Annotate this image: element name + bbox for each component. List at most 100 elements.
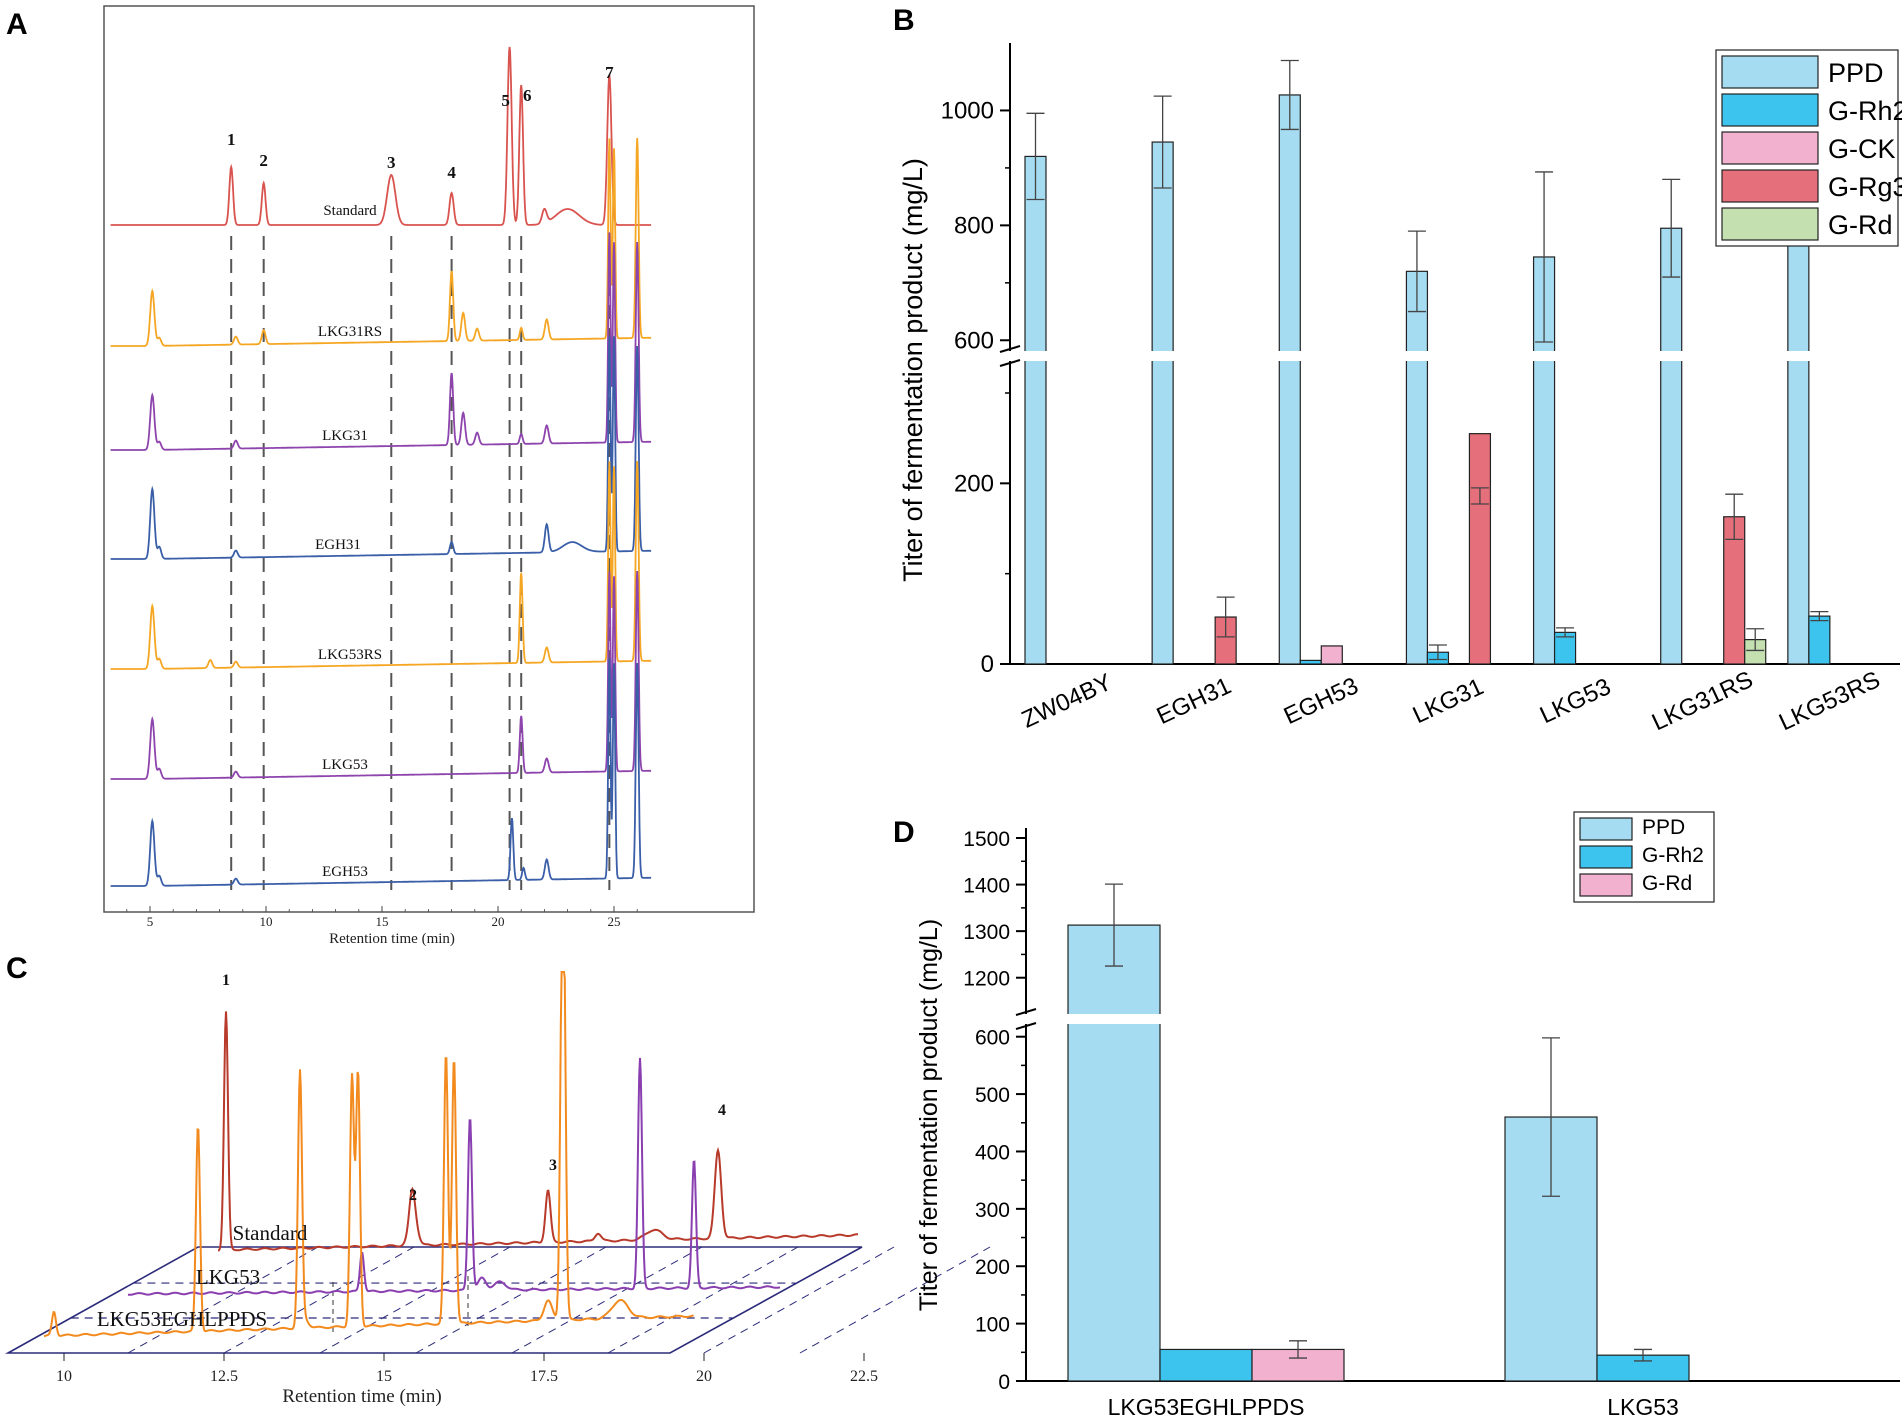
panel-c-floor-plane xyxy=(4,1246,863,1354)
panel-a-trace-egh53 xyxy=(110,658,652,887)
panel-letter-a: A xyxy=(6,8,28,41)
d-plot-legend-swatch-ppd xyxy=(1579,817,1633,841)
b-plot-ytick-label-1000: 1000 xyxy=(941,97,994,124)
b-plot-ytick-label-800: 800 xyxy=(954,212,994,239)
panel-c-peak-label-3: 3 xyxy=(549,1157,557,1174)
d-plot-ytick-label-1400: 1400 xyxy=(963,875,1010,898)
panel-c-trace-label-lkg53: LKG53 xyxy=(196,1265,260,1289)
panel-c-floor-depth-line xyxy=(799,1246,991,1354)
panel-a-trace-label-lkg31: LKG31 xyxy=(322,428,368,444)
b-plot-legend-swatch-ppd xyxy=(1721,55,1819,89)
b-plot-bar-g-ck-egh53 xyxy=(1320,645,1343,665)
panel-c-trace-label-lkg53eghlppds: LKG53EGHLPPDS xyxy=(97,1307,267,1331)
d-plot-ytick-label-0: 0 xyxy=(998,1371,1010,1394)
panel-a-peak-label-3: 3 xyxy=(387,153,396,172)
panel-c-3d-chromatograms: 10 12.5 15 17.5 20 22.5 Standard LKG53 LKG53EGH… xyxy=(4,971,991,1407)
panel-a-peak-label-6: 6 xyxy=(523,86,532,105)
panel-a-trace-label-standard: Standard xyxy=(323,203,377,219)
d-plot-ytick-label-400: 400 xyxy=(975,1141,1010,1164)
d-plot-legend-label-ppd: PPD xyxy=(1642,816,1685,839)
panel-c-xtick-label-22.5: 22.5 xyxy=(850,1368,878,1385)
b-plot-bar-ppd-egh53 xyxy=(1278,94,1301,665)
d-plot-legend-swatch-g-rd xyxy=(1579,873,1633,897)
b-plot-category-label-lkg31: LKG31 xyxy=(1409,673,1488,729)
panel-a-peak-label-1: 1 xyxy=(227,130,236,149)
b-plot-ytick-label-600: 600 xyxy=(954,327,994,354)
panel-a-peak-label-4: 4 xyxy=(447,163,456,182)
panel-c-xtick-label-12.5: 12.5 xyxy=(210,1368,238,1385)
d-plot-legend-label-g-rd: G-Rd xyxy=(1642,872,1692,895)
panel-a-xtick-label-15: 15 xyxy=(376,914,389,929)
panel-c-xtick-label-15: 15 xyxy=(376,1368,392,1385)
b-plot-bar-g-rh2-egh53 xyxy=(1299,659,1322,665)
d-plot-bar-ppd-lkg53eghlppds xyxy=(1067,924,1161,1382)
b-plot-legend-label-g-rh2: G-Rh2 xyxy=(1828,96,1902,126)
b-plot-bar-ppd-zw04by xyxy=(1024,155,1047,665)
panel-c-xlabel: Retention time (min) xyxy=(282,1386,441,1407)
d-plot-ytick-label-100: 100 xyxy=(975,1314,1010,1337)
panel-c-floor-depth-line xyxy=(511,1246,703,1354)
panel-c-peak-label-1: 1 xyxy=(222,972,230,989)
panel-c-trace-lkg53eghlppds xyxy=(43,971,694,1338)
d-plot-axis-break-mark-top xyxy=(1015,1008,1037,1016)
d-plot-category-label-lkg53eghlppds: LKG53EGHLPPDS xyxy=(1108,1394,1305,1420)
d-plot-ytick-label-600: 600 xyxy=(975,1027,1010,1050)
panel-letter-c: C xyxy=(6,952,28,985)
d-plot-axis-break-mark-bottom xyxy=(1015,1022,1037,1030)
panel-a-frame xyxy=(103,5,755,913)
panel-a-trace-lkg31 xyxy=(110,232,652,451)
panel-b-ylabel: Titer of fermentation product (mg/L) xyxy=(898,158,928,582)
panel-a-trace-label-lkg53rs: LKG53RS xyxy=(318,647,382,663)
panel-c-xtick-label-17.5: 17.5 xyxy=(530,1368,558,1385)
panel-a-xtick-label-10: 10 xyxy=(260,914,273,929)
b-plot-category-label-lkg53rs: LKG53RS xyxy=(1775,666,1884,736)
b-plot-bar-ppd-egh31 xyxy=(1151,141,1174,665)
panel-a-xlabel: Retention time (min) xyxy=(329,931,455,947)
b-plot-category-label-egh53: EGH53 xyxy=(1280,672,1363,730)
d-plot-category-label-lkg53: LKG53 xyxy=(1607,1394,1679,1420)
b-plot-category-label-egh31: EGH31 xyxy=(1153,672,1236,730)
b-plot-legend-swatch-g-rd xyxy=(1721,207,1819,241)
b-plot-bar-g-rh2-lkg53rs xyxy=(1808,615,1831,665)
d-plot-ytick-label-1300: 1300 xyxy=(963,921,1010,944)
d-plot-axis-break-gap xyxy=(1012,1014,1900,1024)
panel-a-peak-label-5: 5 xyxy=(501,91,510,110)
panel-a-peak-label-2: 2 xyxy=(259,151,268,170)
panel-a-trace-lkg53 xyxy=(110,570,652,780)
b-plot-bar-ppd-lkg31 xyxy=(1405,270,1429,665)
d-plot-ytick-label-500: 500 xyxy=(975,1084,1010,1107)
b-plot-legend-swatch-g-ck xyxy=(1721,131,1819,165)
panel-c-xtick-label-10: 10 xyxy=(56,1368,72,1385)
panel-c-trace-lkg53 xyxy=(127,1057,781,1296)
panel-c-trace-label-standard: Standard xyxy=(233,1221,308,1245)
panel-d-bar-chart: 0 100 200 300 400 500 600 1200 1300 1400 1500 LKG53… xyxy=(915,811,1900,1420)
panel-a-trace-standard xyxy=(110,46,652,226)
d-plot-ytick-label-300: 300 xyxy=(975,1199,1010,1222)
panel-c-floor-depth-line xyxy=(415,1246,607,1354)
panel-d-ylabel: Titer of fermentation product (mg/L) xyxy=(915,919,943,1311)
b-plot-bar-g-rg3-lkg31 xyxy=(1468,433,1492,665)
panel-b-bar-chart: 0 200 600 800 1000 ZW04BY EGH31 EGH53 LKG31 LKG53… xyxy=(898,43,1902,736)
b-plot-category-label-zw04by: ZW04BY xyxy=(1018,669,1116,734)
panel-a-trace-label-egh53: EGH53 xyxy=(322,864,368,880)
panel-a-xtick-label-5: 5 xyxy=(147,914,154,929)
panel-c-floor-depth-line xyxy=(223,1246,415,1354)
b-plot-category-label-lkg31rs: LKG31RS xyxy=(1648,666,1757,736)
d-plot-ytick-label-1200: 1200 xyxy=(963,968,1010,991)
panel-a-peak-label-7: 7 xyxy=(605,63,614,82)
d-plot-ytick-label-1500: 1500 xyxy=(963,828,1010,851)
b-plot-bar-ppd-lkg31rs xyxy=(1660,227,1683,665)
b-plot-axis-break-mark-top xyxy=(999,345,1021,353)
panel-a-xtick-label-25: 25 xyxy=(608,914,621,929)
b-plot-ytick-label-0: 0 xyxy=(981,651,994,678)
d-plot-ytick-label-200: 200 xyxy=(975,1256,1010,1279)
panel-a-chromatograms: Standard LKG31RS LKG31 EGH31 LKG53RS LKG53 EGH… xyxy=(103,5,755,947)
b-plot-axis-break-mark-bottom xyxy=(999,359,1021,367)
panel-c-floor-depth-line xyxy=(703,1246,895,1354)
b-plot-legend-label-g-rd: G-Rd xyxy=(1828,210,1893,240)
b-plot-legend-swatch-g-rh2 xyxy=(1721,93,1819,127)
b-plot-legend-label-g-rg3: G-Rg3 xyxy=(1828,172,1902,202)
panel-letter-d: D xyxy=(893,816,915,849)
panel-a-trace-egh31 xyxy=(110,336,652,560)
